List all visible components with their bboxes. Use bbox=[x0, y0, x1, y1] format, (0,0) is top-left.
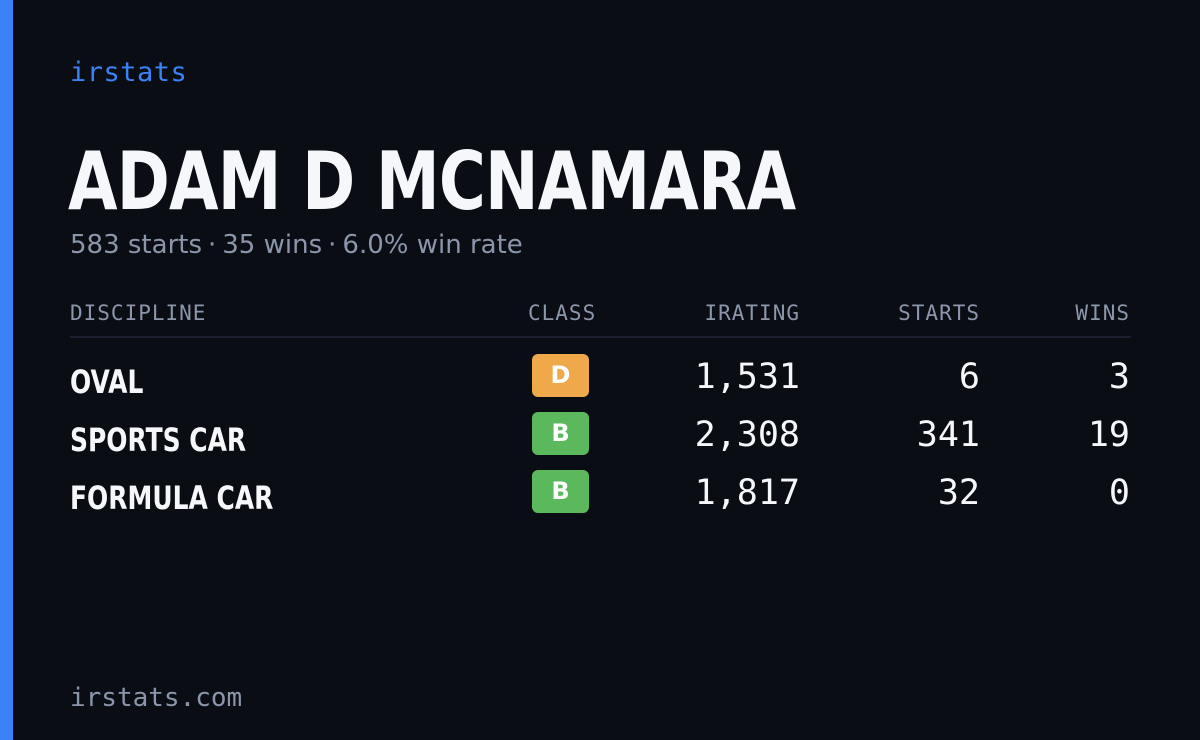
table-body: OVAL D 1,531 6 3 SPORTS CAR B 2,308 341 … bbox=[70, 338, 1131, 528]
irating-value: 1,817 bbox=[694, 473, 800, 513]
header-wins: WINS bbox=[1075, 301, 1130, 325]
wins-value: 19 bbox=[1087, 415, 1130, 455]
header-irating: IRATING bbox=[704, 301, 800, 325]
wins-value: 3 bbox=[1108, 357, 1130, 397]
starts-value: 32 bbox=[937, 473, 980, 513]
discipline-table: DISCIPLINE CLASS IRATING STARTS WINS OVA… bbox=[70, 296, 1131, 528]
table-row: SPORTS CAR B 2,308 341 19 bbox=[70, 412, 1131, 470]
table-row: OVAL D 1,531 6 3 bbox=[70, 354, 1131, 412]
summary-separator: · bbox=[328, 230, 337, 260]
discipline-name: FORMULA CAR bbox=[70, 479, 274, 517]
irating-value: 1,531 bbox=[694, 357, 800, 397]
starts-value: 341 bbox=[916, 415, 980, 455]
summary-separator: · bbox=[208, 230, 217, 260]
summary-starts: 583 starts bbox=[70, 230, 202, 260]
class-badge: D bbox=[532, 354, 589, 397]
accent-bar bbox=[0, 0, 13, 740]
driver-summary: 583 starts · 35 wins · 6.0% win rate bbox=[70, 228, 523, 262]
wins-value: 0 bbox=[1108, 473, 1130, 513]
table-row: FORMULA CAR B 1,817 32 0 bbox=[70, 470, 1131, 528]
table-header: DISCIPLINE CLASS IRATING STARTS WINS bbox=[70, 296, 1131, 338]
brand-logo: irstats bbox=[70, 57, 188, 88]
header-class: CLASS bbox=[528, 301, 597, 325]
irating-value: 2,308 bbox=[694, 415, 800, 455]
driver-name: ADAM D MCNAMARA bbox=[68, 135, 796, 228]
summary-win-rate: 6.0% win rate bbox=[342, 230, 523, 260]
discipline-name: OVAL bbox=[70, 363, 144, 401]
discipline-name: SPORTS CAR bbox=[70, 421, 247, 459]
summary-wins: 35 wins bbox=[222, 230, 323, 260]
class-badge: B bbox=[532, 412, 589, 455]
class-badge: B bbox=[532, 470, 589, 513]
header-starts: STARTS bbox=[898, 301, 980, 325]
footer-site-link: irstats.com bbox=[70, 683, 243, 713]
starts-value: 6 bbox=[958, 357, 980, 397]
header-discipline: DISCIPLINE bbox=[70, 301, 207, 325]
